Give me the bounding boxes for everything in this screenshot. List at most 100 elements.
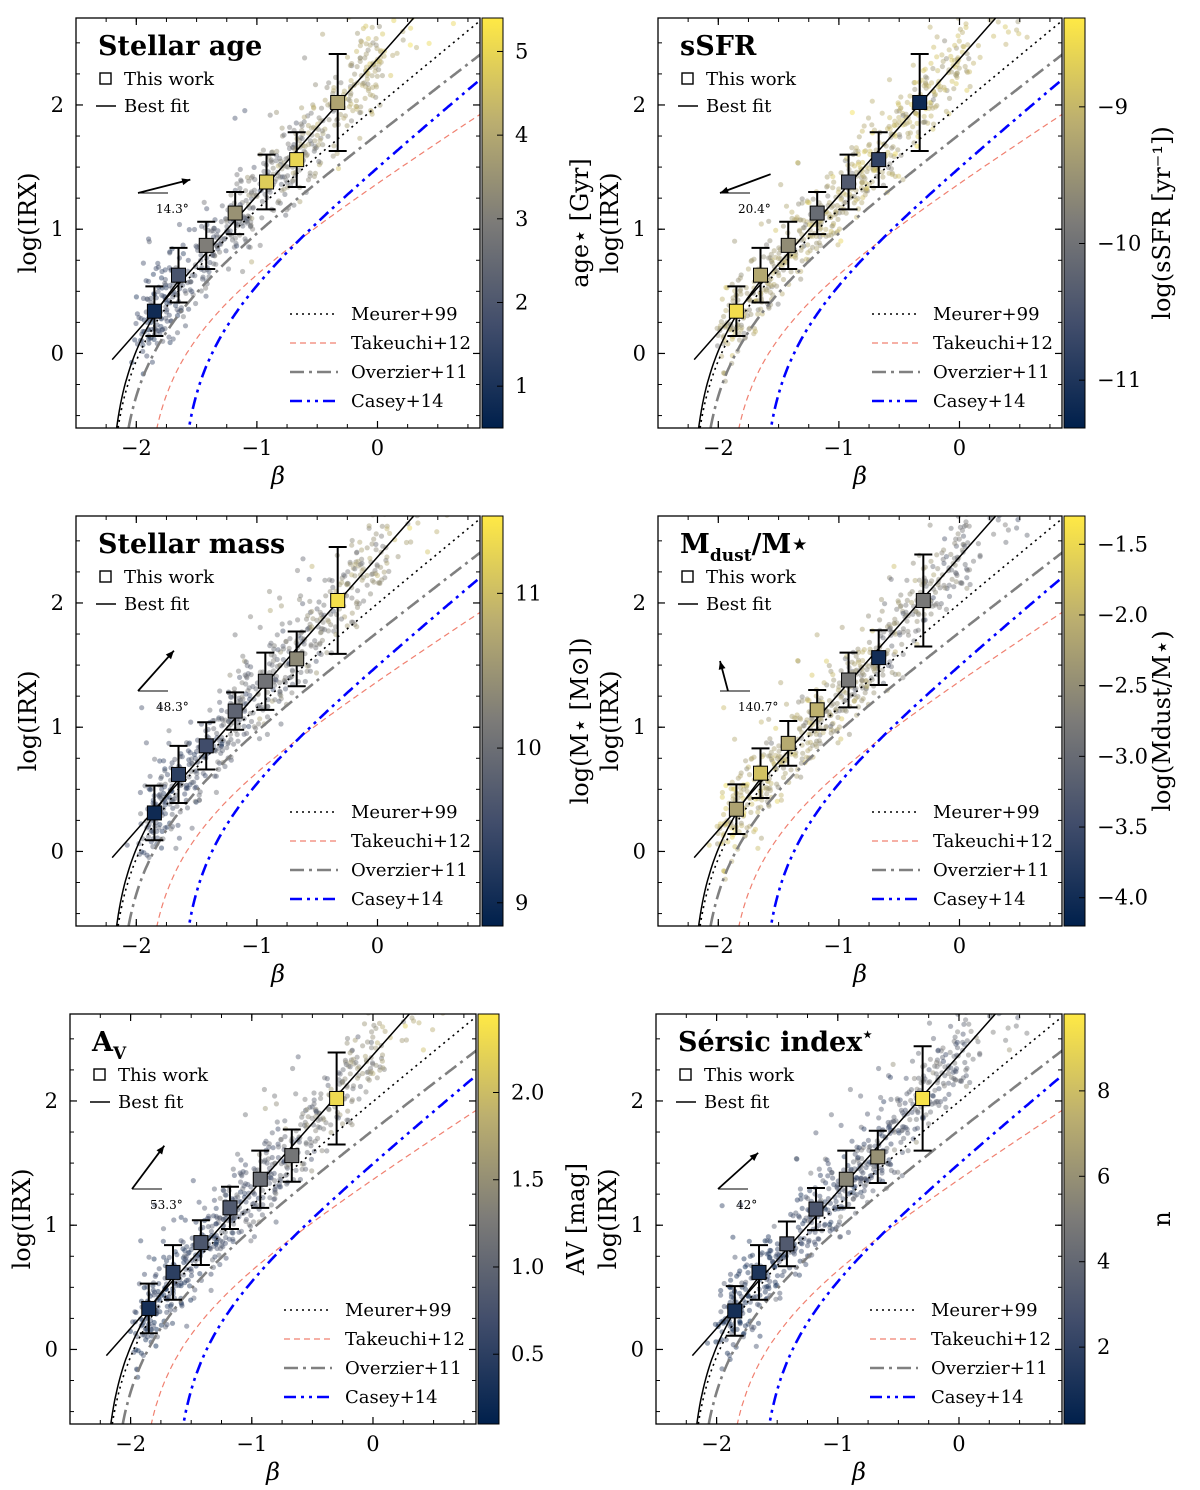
scatter-point xyxy=(954,70,961,76)
scatter-point xyxy=(911,140,917,146)
scatter-point xyxy=(232,1195,238,1201)
scatter-point xyxy=(858,1189,864,1195)
scatter-point xyxy=(269,1154,275,1161)
scatter-point xyxy=(217,249,223,255)
scatter-point xyxy=(1016,31,1022,37)
scatter-point xyxy=(932,1087,938,1093)
scatter-point xyxy=(817,226,823,232)
scatter-point xyxy=(749,1252,756,1258)
scatter-point xyxy=(369,1029,375,1035)
scatter-point xyxy=(859,683,865,689)
scatter-point xyxy=(894,108,900,114)
scatter-point xyxy=(380,1024,386,1030)
scatter-point xyxy=(899,1128,905,1134)
colorbar-bar xyxy=(481,17,504,429)
scatter-point xyxy=(143,740,149,746)
scatter-point xyxy=(956,38,962,44)
scatter-point xyxy=(794,214,800,220)
scatter-point xyxy=(191,1295,197,1301)
scatter-point xyxy=(736,1290,743,1296)
scatter-point xyxy=(239,1173,245,1179)
scatter-point xyxy=(135,1348,141,1354)
legend-label-overzier11: Overzier+11 xyxy=(933,860,1050,881)
scatter-point xyxy=(311,104,317,110)
plot-area xyxy=(111,488,480,926)
legend-label-meurer99: Meurer+99 xyxy=(351,802,458,823)
y-tick-label: 1 xyxy=(631,1213,644,1237)
scatter-point xyxy=(306,576,312,582)
scatter-point xyxy=(337,111,344,118)
colorbar-tick-label: −4.0 xyxy=(1097,886,1148,910)
scatter-point xyxy=(465,964,470,969)
scatter-point xyxy=(894,620,900,626)
scatter-point xyxy=(142,1326,148,1332)
scatter-point xyxy=(771,248,777,254)
colorbar-tick-label: −10 xyxy=(1097,232,1141,256)
panel-title-main: M xyxy=(680,529,710,560)
legend-label-takeuchi12: Takeuchi+12 xyxy=(345,1329,465,1350)
scatter-point xyxy=(760,785,767,791)
colorbar-tick-label: −1.5 xyxy=(1097,532,1148,556)
scatter-point xyxy=(953,1077,959,1083)
scatter-point xyxy=(936,604,943,611)
scatter-point xyxy=(240,1186,246,1192)
scatter-point xyxy=(909,1058,916,1064)
scatter-point xyxy=(169,760,175,766)
scatter-point xyxy=(946,582,952,588)
scatter-point xyxy=(418,995,423,1000)
scatter-point xyxy=(143,1337,149,1343)
scatter-point xyxy=(895,1169,901,1175)
scatter-point xyxy=(858,1164,864,1170)
scatter-point xyxy=(348,90,354,96)
scatter-point xyxy=(408,25,414,31)
angle-label: 20.4° xyxy=(738,202,771,216)
scatter-point xyxy=(744,1262,750,1268)
legend-label-overzier11: Overzier+11 xyxy=(351,362,468,383)
scatter-point xyxy=(218,750,224,756)
scatter-point xyxy=(798,1192,804,1198)
scatter-point xyxy=(148,1326,154,1332)
scatter-point xyxy=(471,488,476,493)
scatter-point xyxy=(900,651,906,658)
scatter-point xyxy=(879,169,885,175)
y-tick-label: 0 xyxy=(633,341,646,365)
scatter-point xyxy=(832,1204,838,1210)
scatter-point xyxy=(337,1081,343,1087)
panel-title-sub: V xyxy=(112,1044,127,1064)
scatter-point xyxy=(891,1127,897,1133)
scatter-point xyxy=(251,1166,257,1172)
scatter-point xyxy=(907,591,913,597)
scatter-point xyxy=(738,322,744,328)
scatter-point xyxy=(250,1189,256,1195)
scatter-point xyxy=(194,770,200,777)
legend-label-casey14: Casey+14 xyxy=(931,1387,1024,1408)
scatter-point xyxy=(305,1114,311,1120)
this-work-marker xyxy=(257,673,273,689)
scatter-point xyxy=(729,336,735,342)
this-work-marker xyxy=(222,1200,238,1216)
scatter-point xyxy=(396,501,401,506)
scatter-point xyxy=(913,609,919,615)
scatter-point xyxy=(367,42,373,48)
scatter-point xyxy=(891,1147,898,1153)
scatter-point xyxy=(859,626,865,632)
scatter-point xyxy=(284,164,290,170)
scatter-point xyxy=(793,255,799,261)
scatter-point xyxy=(168,826,174,832)
colorbar-tick-label: −3.5 xyxy=(1097,815,1148,839)
scatter-point xyxy=(317,1125,323,1131)
x-tick-label: −1 xyxy=(241,934,272,958)
scatter-point xyxy=(892,631,899,637)
scatter-point xyxy=(133,294,139,300)
scatter-point xyxy=(954,74,960,80)
x-tick-label: 0 xyxy=(371,934,384,958)
scatter-point xyxy=(1002,522,1008,528)
scatter-point xyxy=(928,558,934,564)
scatter-point xyxy=(196,792,202,798)
scatter-point xyxy=(390,510,395,515)
scatter-point xyxy=(166,334,172,340)
scatter-point xyxy=(155,264,162,270)
scatter-point xyxy=(211,1236,217,1242)
scatter-point xyxy=(312,1138,318,1144)
